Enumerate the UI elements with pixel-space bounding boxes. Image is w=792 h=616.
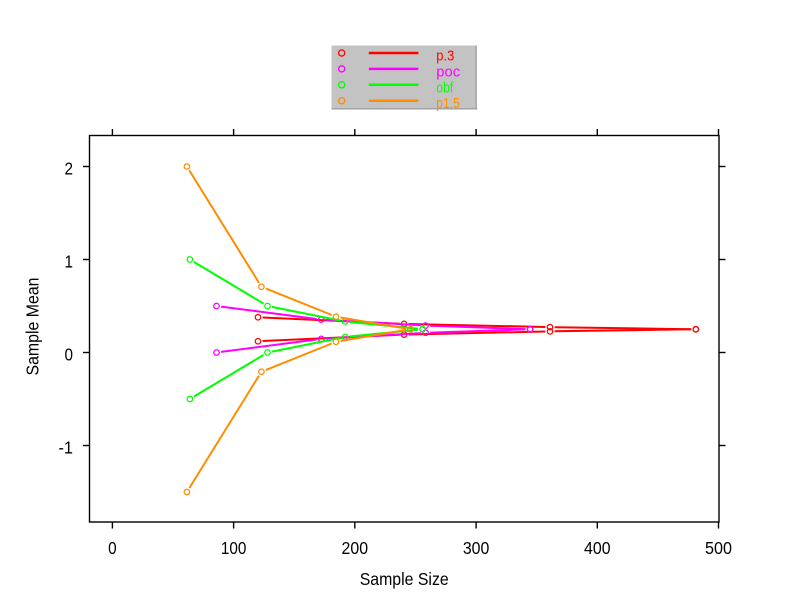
svg-text:400: 400 <box>584 538 611 558</box>
svg-text:100: 100 <box>221 538 247 558</box>
svg-text:0: 0 <box>108 538 117 558</box>
svg-text:poc: poc <box>436 63 460 80</box>
svg-text:p1.5: p1.5 <box>436 95 460 112</box>
svg-text:p.3: p.3 <box>436 48 454 65</box>
svg-text:500: 500 <box>705 538 732 558</box>
svg-text:2: 2 <box>65 158 74 178</box>
svg-text:Sample Mean: Sample Mean <box>23 278 43 376</box>
svg-text:obf: obf <box>436 79 454 96</box>
svg-text:-1: -1 <box>59 437 74 457</box>
svg-text:300: 300 <box>463 538 490 558</box>
svg-text:1: 1 <box>65 251 74 271</box>
svg-text:Sample Size: Sample Size <box>360 569 449 589</box>
svg-text:0: 0 <box>65 344 74 364</box>
svg-text:200: 200 <box>342 538 369 558</box>
